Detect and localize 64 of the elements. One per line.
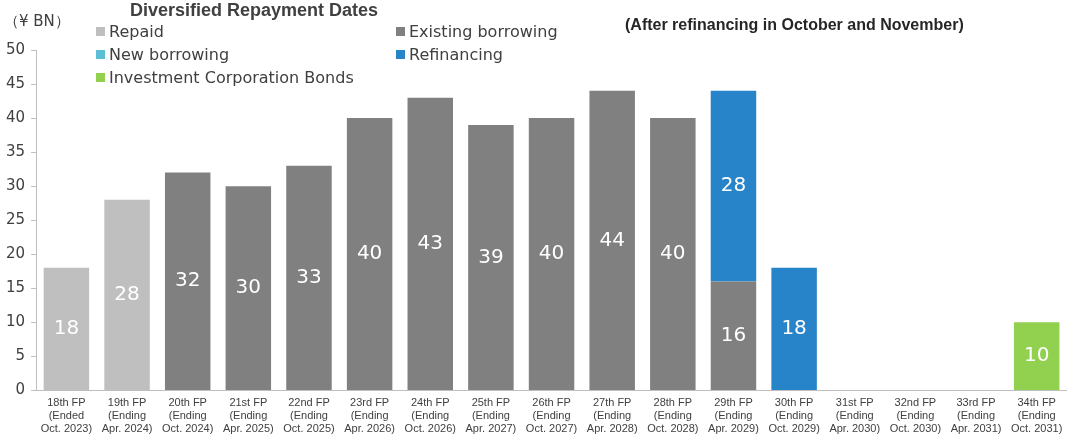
x-tick-label: 25th FP (Ending Apr. 2027): [465, 396, 517, 435]
y-tick-label: 10: [5, 312, 26, 331]
y-tick-label: 50: [5, 39, 26, 58]
y-tick-label: 30: [5, 176, 26, 195]
chart-subtitle: (After refinancing in October and November): [625, 16, 964, 34]
bar: [528, 118, 575, 390]
data-label: 28: [114, 281, 140, 306]
data-label: 32: [174, 267, 201, 292]
bar: [225, 186, 272, 390]
x-tick-label: 18th FP (Ended Oct. 2023): [40, 396, 93, 435]
chart-title: Diversified Repayment Dates: [130, 0, 379, 21]
x-tick-label: 32nd FP (Ending Oct. 2030): [889, 396, 942, 435]
bar: [164, 172, 211, 390]
y-tick-label: 45: [5, 73, 26, 92]
y-tick-label: 5: [15, 346, 26, 365]
data-label: 28: [720, 172, 747, 197]
data-label: 10: [1023, 342, 1050, 367]
bar: [346, 118, 393, 390]
y-tick-label: 0: [15, 380, 26, 399]
x-tick-label: 20th FP (Ending Oct. 2024): [162, 396, 214, 435]
legend-label: Refinancing: [409, 45, 503, 64]
data-label: 40: [356, 240, 383, 265]
data-label: 16: [720, 321, 747, 346]
x-tick-label: 28th FP (Ending Oct. 2028): [647, 396, 699, 435]
bar: [286, 165, 332, 390]
x-tick-label: 22nd FP (Ending Oct. 2025): [283, 396, 335, 435]
bar: [771, 267, 817, 390]
legend-label: Investment Corporation Bonds: [109, 68, 354, 87]
bar: [589, 90, 635, 390]
legend-label: New borrowing: [109, 45, 230, 64]
data-label: 40: [660, 240, 686, 265]
x-tick-label: 21st FP (Ending Apr. 2025): [222, 396, 274, 435]
x-tick-label: 27th FP (Ending Apr. 2028): [586, 396, 638, 435]
data-label: 39: [478, 243, 504, 268]
legend-label: Existing borrowing: [409, 22, 558, 41]
y-tick-label: 40: [5, 107, 26, 126]
data-label: 30: [235, 274, 262, 299]
x-tick-label: 24th FP (Ending Oct. 2026): [404, 396, 456, 435]
bar: [1013, 322, 1060, 390]
data-label: 18: [781, 315, 807, 340]
data-label: 43: [417, 229, 443, 254]
x-tick-label: 34th FP (Ending Oct. 2031): [1011, 396, 1063, 435]
x-tick-label: 29th FP (Ending Apr. 2029): [708, 396, 759, 435]
x-tick-label: 33rd FP (Ending Apr. 2031): [950, 396, 1002, 435]
data-label: 44: [599, 226, 625, 251]
legend-label: Repaid: [109, 22, 164, 41]
bar: [468, 124, 514, 390]
bar: [710, 90, 757, 282]
x-tick-label: 23rd FP (Ending Apr. 2026): [344, 396, 395, 435]
bar: [407, 97, 453, 390]
bar: [710, 281, 757, 390]
bar: [650, 118, 696, 390]
y-tick-label: 35: [5, 142, 26, 161]
y-tick-label: 20: [5, 244, 26, 263]
x-tick-label: 31st FP (Ending Apr. 2030): [829, 396, 881, 435]
x-tick-label: 19th FP (Ending Apr. 2024): [101, 396, 153, 435]
data-label: 18: [53, 315, 80, 340]
y-tick-label: 15: [5, 278, 26, 297]
y-tick-label: 25: [5, 210, 26, 229]
x-tick-label: 26th FP (Ending Oct. 2027): [525, 396, 578, 435]
data-label: 33: [296, 264, 322, 289]
data-label: 40: [538, 240, 565, 265]
y-axis-title: （¥ BN）: [4, 12, 70, 31]
x-tick-label: 30th FP (Ending Oct. 2029): [768, 396, 820, 435]
